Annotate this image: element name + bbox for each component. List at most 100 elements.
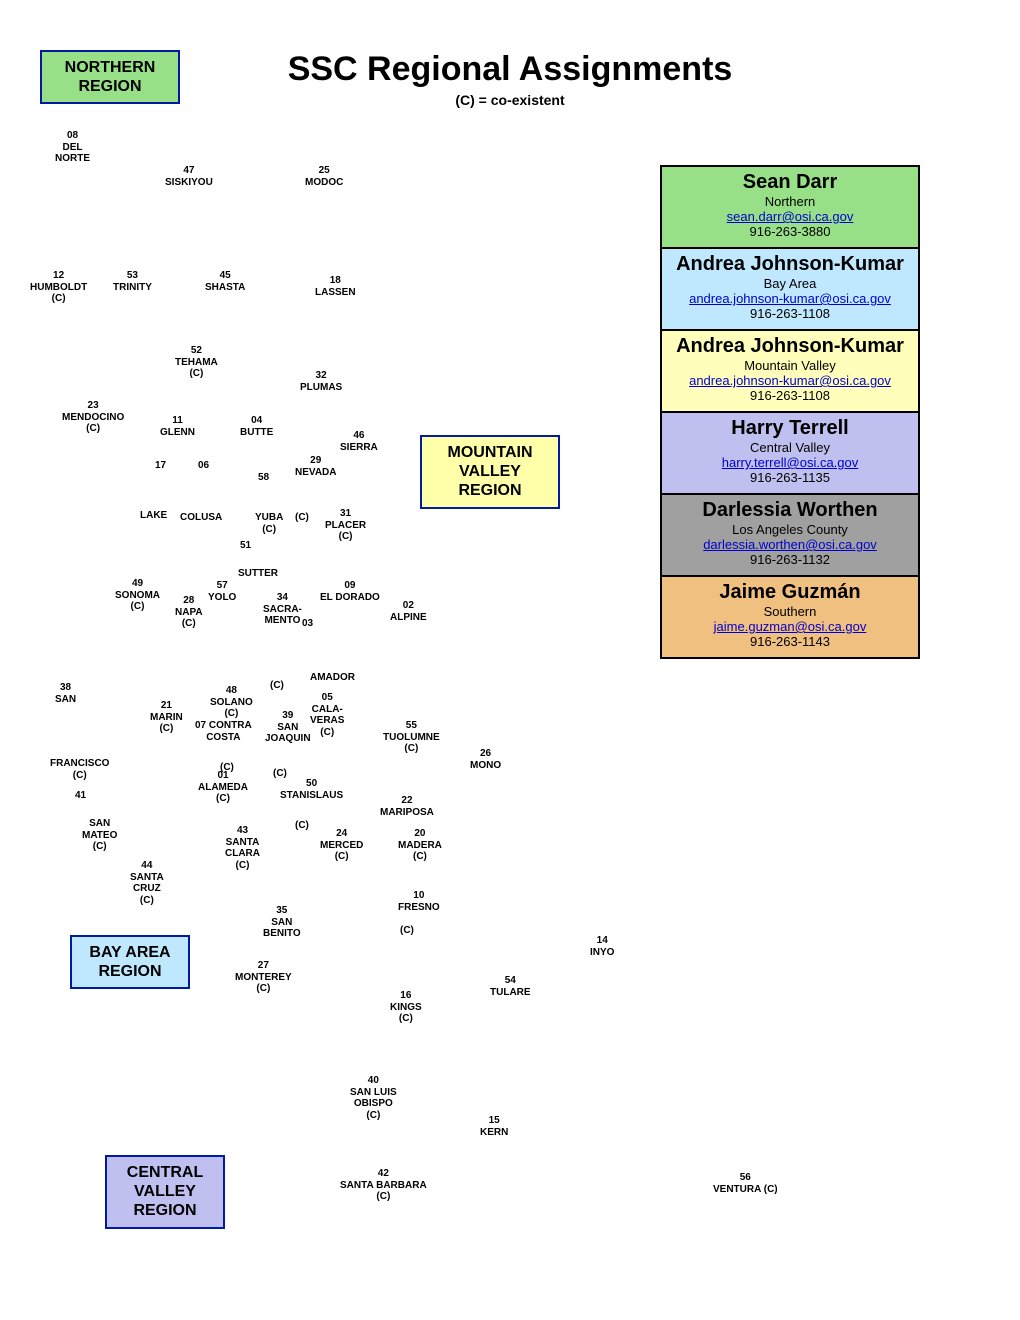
county-coexistent-flag: (C) bbox=[340, 1191, 427, 1203]
county-number: 53 bbox=[113, 270, 152, 282]
county-name: AMADOR bbox=[310, 672, 355, 684]
county-label: COLUSA bbox=[180, 512, 222, 524]
county-coexistent-flag: (C) bbox=[320, 851, 363, 863]
county-label: 24MERCED(C) bbox=[320, 828, 363, 863]
county-name: SOLANO bbox=[210, 697, 253, 709]
county-name: DEL bbox=[55, 142, 90, 154]
county-name: (C) bbox=[295, 820, 309, 832]
county-number: 50 bbox=[280, 778, 343, 790]
legend-email-link[interactable]: jaime.guzman@osi.ca.gov bbox=[668, 619, 912, 634]
county-name: SHASTA bbox=[205, 282, 245, 294]
legend-cell: Harry TerrellCentral Valleyharry.terrell… bbox=[661, 412, 919, 494]
bay-area-region-box: BAY AREAREGION bbox=[70, 935, 190, 989]
county-label: 39SANJOAQUIN bbox=[265, 710, 311, 745]
county-name: PLUMAS bbox=[300, 382, 342, 394]
county-name: LASSEN bbox=[315, 287, 356, 299]
county-coexistent-flag: (C) bbox=[50, 770, 109, 782]
county-number: 48 bbox=[210, 685, 253, 697]
county-name: PLACER bbox=[325, 520, 366, 532]
county-label: 10FRESNO bbox=[398, 890, 440, 913]
region-label-line: VALLEY bbox=[434, 462, 546, 481]
county-label: 35SANBENITO bbox=[263, 905, 301, 940]
county-name: MERCED bbox=[320, 840, 363, 852]
county-number: 25 bbox=[305, 165, 343, 177]
county-name: SANTA bbox=[225, 837, 260, 849]
county-label: 09EL DORADO bbox=[320, 580, 380, 603]
county-number: 18 bbox=[315, 275, 356, 287]
county-label: (C) bbox=[295, 512, 309, 524]
county-name: SACRA- bbox=[263, 604, 302, 616]
county-name: SAN LUIS bbox=[350, 1087, 397, 1099]
county-coexistent-flag: (C) bbox=[175, 368, 218, 380]
county-number: 32 bbox=[300, 370, 342, 382]
county-name: MONO bbox=[470, 760, 501, 772]
county-label: 43SANTACLARA(C) bbox=[225, 825, 260, 871]
county-number: 11 bbox=[160, 415, 195, 427]
county-name: NORTE bbox=[55, 153, 90, 165]
county-number: 45 bbox=[205, 270, 245, 282]
county-label: 20MADERA(C) bbox=[398, 828, 442, 863]
county-number: 15 bbox=[480, 1115, 508, 1127]
legend-region: Southern bbox=[668, 604, 912, 619]
page-subtitle: (C) = co-existent bbox=[240, 92, 780, 108]
county-name: SAN bbox=[55, 694, 76, 706]
county-label: 04BUTTE bbox=[240, 415, 273, 438]
county-label: 08DELNORTE bbox=[55, 130, 90, 165]
region-label-line: REGION bbox=[434, 481, 546, 500]
county-number: 52 bbox=[175, 345, 218, 357]
county-coexistent-flag: (C) bbox=[383, 743, 440, 755]
county-name: KINGS bbox=[390, 1002, 422, 1014]
county-name: TRINITY bbox=[113, 282, 152, 294]
county-number: 43 bbox=[225, 825, 260, 837]
county-name: MARIPOSA bbox=[380, 807, 434, 819]
county-name: JOAQUIN bbox=[265, 733, 311, 745]
legend-email-link[interactable]: harry.terrell@osi.ca.gov bbox=[668, 455, 912, 470]
county-coexistent-flag: (C) bbox=[310, 727, 344, 739]
county-number: 55 bbox=[383, 720, 440, 732]
county-name: OBISPO bbox=[350, 1098, 397, 1110]
county-coexistent-flag: (C) bbox=[398, 851, 442, 863]
county-name: MENTO bbox=[263, 615, 302, 627]
county-name: SISKIYOU bbox=[165, 177, 213, 189]
county-label: 57YOLO bbox=[208, 580, 236, 603]
county-name: COLUSA bbox=[180, 512, 222, 524]
legend-email-link[interactable]: sean.darr@osi.ca.gov bbox=[668, 209, 912, 224]
county-name: CALA- bbox=[310, 704, 344, 716]
legend-phone: 916-263-1108 bbox=[668, 306, 912, 321]
legend-email-link[interactable]: darlessia.worthen@osi.ca.gov bbox=[668, 537, 912, 552]
county-name: FRESNO bbox=[398, 902, 440, 914]
county-coexistent-flag: (C) bbox=[30, 293, 87, 305]
legend-phone: 916-263-3880 bbox=[668, 224, 912, 239]
county-name: SUTTER bbox=[238, 568, 278, 580]
county-label: 15KERN bbox=[480, 1115, 508, 1138]
legend-email-link[interactable]: andrea.johnson-kumar@osi.ca.gov bbox=[668, 291, 912, 306]
legend-person-name: Sean Darr bbox=[668, 171, 912, 194]
county-number: 40 bbox=[350, 1075, 397, 1087]
county-label: 48SOLANO(C) bbox=[210, 685, 253, 720]
legend-region: Mountain Valley bbox=[668, 358, 912, 373]
county-label: 05CALA-VERAS(C) bbox=[310, 692, 344, 738]
county-label: SANMATEO(C) bbox=[82, 818, 117, 853]
county-label: 22MARIPOSA bbox=[380, 795, 434, 818]
region-label-line: VALLEY bbox=[119, 1182, 211, 1201]
county-number: 01 bbox=[198, 770, 248, 782]
county-coexistent-flag: (C) bbox=[325, 531, 366, 543]
county-name: ALAMEDA bbox=[198, 782, 248, 794]
county-name: FRANCISCO bbox=[50, 758, 109, 770]
county-name: MONTEREY bbox=[235, 972, 292, 984]
county-label: 27MONTEREY(C) bbox=[235, 960, 292, 995]
legend-cell: Jaime GuzmánSouthernjaime.guzman@osi.ca.… bbox=[661, 576, 919, 658]
county-name: YUBA bbox=[255, 512, 283, 524]
county-name: SANTA bbox=[130, 872, 164, 884]
county-number: 10 bbox=[398, 890, 440, 902]
county-label: 02ALPINE bbox=[390, 600, 427, 623]
legend-email-link[interactable]: andrea.johnson-kumar@osi.ca.gov bbox=[668, 373, 912, 388]
county-label: 18LASSEN bbox=[315, 275, 356, 298]
legend-phone: 916-263-1135 bbox=[668, 470, 912, 485]
county-name: HUMBOLDT bbox=[30, 282, 87, 294]
county-number: 38 bbox=[55, 682, 76, 694]
county-number: 47 bbox=[165, 165, 213, 177]
county-name: VENTURA (C) bbox=[713, 1184, 778, 1196]
county-name: 07 CONTRA bbox=[195, 720, 252, 732]
county-number: 24 bbox=[320, 828, 363, 840]
